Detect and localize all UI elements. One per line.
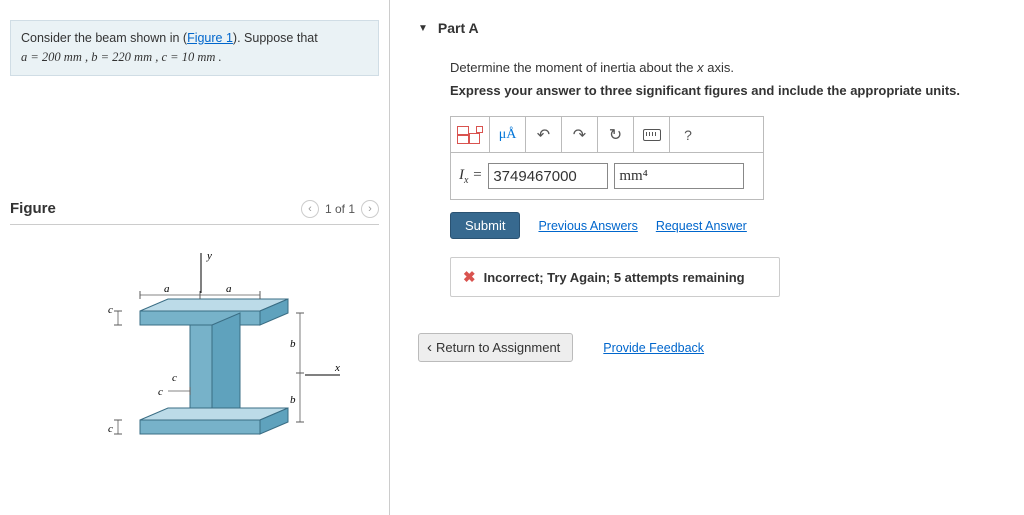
figure-section: Figure ‹ 1 of 1 › y x [0, 196, 389, 455]
figure-counter: 1 of 1 [325, 202, 355, 216]
previous-answers-link[interactable]: Previous Answers [538, 219, 637, 233]
right-panel: ▼ Part A Determine the moment of inertia… [390, 0, 1024, 515]
provide-feedback-link[interactable]: Provide Feedback [603, 341, 704, 355]
part-title: Part A [438, 20, 479, 36]
left-panel: Consider the beam shown in (Figure 1). S… [0, 0, 390, 515]
unit-input[interactable] [614, 163, 744, 189]
redo-icon: ↷ [573, 125, 586, 145]
problem-statement: Consider the beam shown in (Figure 1). S… [10, 20, 379, 76]
disclosure-icon: ▼ [418, 23, 428, 34]
mu-a-icon: μÅ [499, 127, 517, 143]
svg-text:c: c [108, 423, 113, 435]
instruction: Determine the moment of inertia about th… [450, 60, 996, 75]
feedback-box: ✖ Incorrect; Try Again; 5 attempts remai… [450, 257, 780, 297]
svg-text:c: c [158, 386, 163, 398]
undo-icon: ↶ [537, 125, 550, 145]
return-button[interactable]: Return to Assignment [418, 333, 573, 362]
figure-nav: ‹ 1 of 1 › [301, 200, 379, 218]
figure-header: Figure ‹ 1 of 1 › [10, 196, 379, 225]
answer-row: Ix = [451, 153, 763, 199]
instruction-bold: Express your answer to three significant… [450, 83, 996, 98]
request-answer-link[interactable]: Request Answer [656, 219, 747, 233]
answer-area: μÅ ↶ ↷ ↻ ? Ix = [450, 116, 764, 200]
problem-suffix: ). Suppose that [233, 31, 318, 45]
help-button[interactable]: ? [670, 117, 706, 153]
reset-icon: ↻ [609, 125, 622, 145]
svg-text:b: b [290, 338, 296, 350]
svg-text:x: x [334, 362, 340, 374]
svg-text:a: a [226, 283, 232, 295]
figure-next-button[interactable]: › [361, 200, 379, 218]
footer-row: Return to Assignment Provide Feedback [418, 333, 996, 362]
figure-link[interactable]: Figure 1 [187, 31, 233, 45]
variable-label: Ix = [459, 167, 482, 186]
reset-button[interactable]: ↻ [598, 117, 634, 153]
ibeam-svg: y x [50, 245, 340, 455]
value-input[interactable] [488, 163, 608, 189]
svg-text:c: c [108, 304, 113, 316]
problem-prefix: Consider the beam shown in ( [21, 31, 187, 45]
submit-button[interactable]: Submit [450, 212, 520, 239]
answer-toolbar: μÅ ↶ ↷ ↻ ? [451, 117, 763, 153]
svg-text:a: a [164, 283, 170, 295]
fraction-icon [457, 126, 467, 144]
incorrect-icon: ✖ [463, 268, 476, 286]
undo-button[interactable]: ↶ [526, 117, 562, 153]
redo-button[interactable]: ↷ [562, 117, 598, 153]
feedback-text: Incorrect; Try Again; 5 attempts remaini… [484, 270, 745, 285]
superscript-icon [469, 126, 483, 144]
figure-title: Figure [10, 200, 56, 217]
keyboard-icon [643, 129, 661, 141]
help-icon: ? [684, 127, 692, 143]
templates-button[interactable] [451, 117, 490, 153]
symbols-button[interactable]: μÅ [490, 117, 526, 153]
part-body: Determine the moment of inertia about th… [418, 60, 996, 297]
svg-text:y: y [206, 250, 212, 262]
svg-text:b: b [290, 394, 296, 406]
submit-row: Submit Previous Answers Request Answer [450, 212, 996, 239]
problem-params: a = 200 mm , b = 220 mm , c = 10 mm . [21, 50, 222, 64]
figure-diagram: y x [50, 245, 340, 455]
figure-prev-button[interactable]: ‹ [301, 200, 319, 218]
svg-text:c: c [172, 372, 177, 384]
part-header[interactable]: ▼ Part A [418, 20, 996, 36]
keyboard-button[interactable] [634, 117, 670, 153]
